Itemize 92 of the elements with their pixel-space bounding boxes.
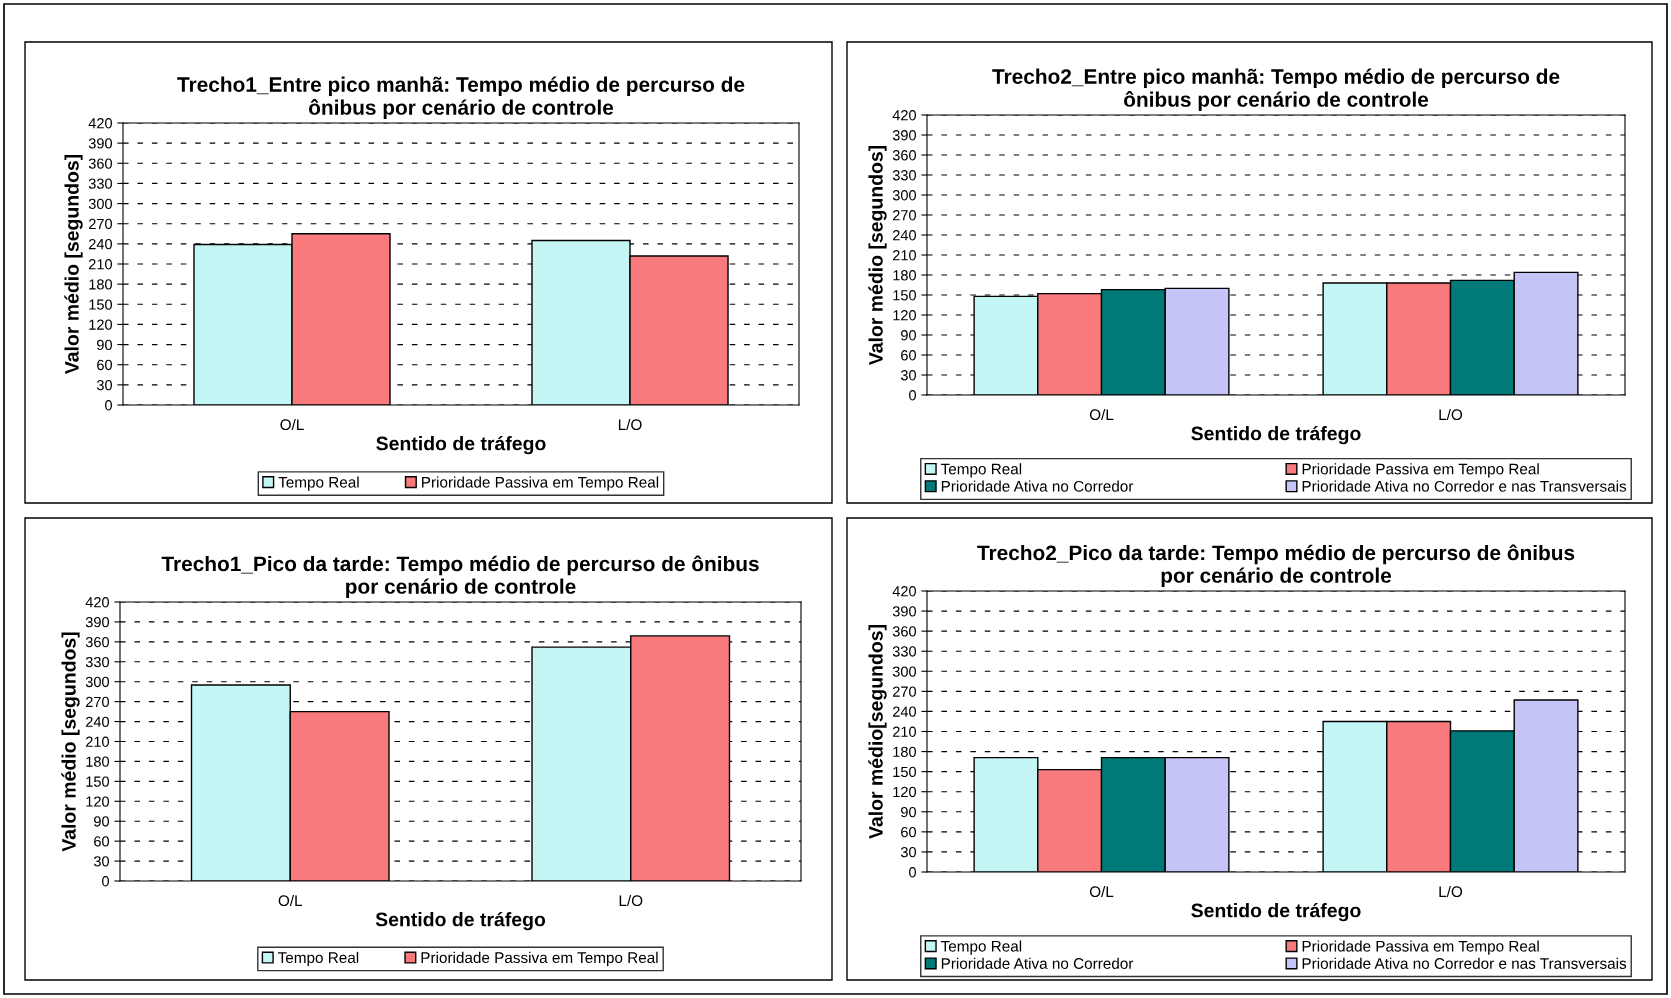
y-tick-label: 420 [88, 118, 113, 129]
x-tick-label: L/O [1439, 408, 1463, 421]
y-tick-label: 120 [89, 319, 113, 330]
x-axis-title: Sentido de tráfego [375, 911, 546, 931]
y-tick-label: 90 [97, 339, 113, 350]
y-tick-label: 360 [85, 636, 110, 648]
y-tick-label: 60 [94, 836, 110, 847]
legend-label: Tempo Real [278, 951, 359, 967]
legend-label: Tempo Real [940, 940, 1022, 955]
y-tick-label: 210 [88, 259, 113, 270]
y-tick-label: 0 [909, 867, 917, 878]
legend-label: Prioridade Passiva em Tempo Real [422, 476, 659, 491]
y-tick-label: 420 [85, 597, 110, 608]
y-tick-label: 90 [901, 330, 917, 341]
legend-label: Prioridade Passiva em Tempo Real [1302, 940, 1539, 955]
y-tick-label: 330 [85, 656, 110, 668]
x-tick-label: O/L [280, 418, 304, 431]
legend-label: Prioridade Passiva em Tempo Real [421, 951, 658, 967]
y-tick-label: 300 [892, 190, 917, 201]
y-tick-label: 360 [892, 150, 917, 161]
y-tick-label: 210 [892, 726, 917, 737]
x-tick-label: O/L [278, 894, 303, 907]
y-tick-label: 300 [88, 198, 113, 209]
legend-label: Prioridade Ativa no Corredor e nas Transversais [1302, 957, 1627, 969]
y-tick-label: 180 [893, 746, 917, 757]
y-tick-label: 0 [105, 400, 113, 411]
y-tick-label: 240 [85, 716, 110, 727]
y-axis-title: Valor médio [segundos] [61, 632, 80, 852]
y-tick-label: 150 [893, 290, 917, 301]
y-axis-title: Valor médio [segundos] [868, 145, 887, 366]
x-tick-label: L/O [619, 894, 643, 907]
y-tick-label: 360 [88, 158, 113, 169]
x-tick-label: L/O [618, 418, 642, 431]
y-tick-label: 150 [893, 766, 917, 778]
y-axis-title: Valor médio[segundos] [868, 625, 887, 839]
y-tick-label: 60 [97, 359, 113, 371]
y-tick-label: 420 [892, 110, 917, 121]
y-tick-label: 300 [85, 676, 110, 688]
legend-label: Prioridade Ativa no Corredor [941, 480, 1134, 492]
y-tick-label: 240 [88, 238, 113, 250]
x-axis-title: Sentido de tráfego [376, 435, 546, 455]
y-tick-label: 180 [893, 270, 917, 281]
legend-label: Prioridade Ativa no Corredor [941, 957, 1134, 969]
y-tick-label: 390 [85, 617, 110, 628]
y-tick-label: 150 [89, 299, 113, 310]
chart-title: Trecho2_Pico da tarde: Tempo médio de percurso de ônibus por cenário de controle [977, 544, 1575, 587]
x-axis-title: Sentido de tráfego [1191, 425, 1361, 445]
y-tick-label: 330 [892, 646, 917, 657]
y-tick-label: 180 [86, 756, 110, 767]
y-tick-label: 210 [892, 250, 917, 261]
y-tick-label: 420 [892, 586, 917, 597]
y-tick-label: 270 [892, 210, 917, 221]
y-tick-label: 30 [96, 379, 113, 391]
y-tick-label: 90 [901, 806, 917, 818]
y-tick-label: 120 [86, 796, 110, 807]
y-tick-label: 60 [901, 826, 917, 838]
chart-title: Trecho1_Entre pico manhã: Tempo médio de percurso de ônibus por cenário de controle [177, 76, 745, 119]
y-tick-label: 0 [909, 390, 917, 401]
x-tick-label: L/O [1439, 885, 1463, 898]
y-tick-label: 150 [86, 776, 110, 787]
y-tick-label: 330 [88, 178, 113, 189]
y-tick-label: 0 [102, 876, 110, 887]
chart-title: Trecho1_Pico da tarde: Tempo médio de percurso de ônibus por cenário de controle [161, 555, 759, 598]
chart-title: Trecho2_Entre pico manhã: Tempo médio de percurso de ônibus por cenário de controle [992, 68, 1560, 111]
y-tick-label: 330 [892, 170, 917, 181]
legend-label: Tempo Real [940, 463, 1022, 478]
y-axis-title: Valor médio [segundos] [64, 154, 83, 375]
y-tick-label: 240 [892, 230, 917, 241]
y-tick-label: 270 [85, 696, 110, 708]
x-axis-title: Sentido de tráfego [1191, 902, 1361, 922]
legend-label: Prioridade Ativa no Corredor e nas Transversais [1302, 480, 1627, 492]
y-tick-label: 180 [89, 279, 113, 290]
y-tick-label: 270 [892, 686, 917, 697]
y-tick-label: 360 [892, 626, 917, 637]
y-tick-label: 90 [94, 816, 110, 827]
y-tick-label: 390 [892, 130, 917, 141]
legend-label: Tempo Real [278, 476, 359, 491]
x-tick-label: O/L [1089, 885, 1114, 898]
y-tick-label: 30 [93, 856, 110, 867]
y-tick-label: 270 [88, 218, 113, 230]
y-tick-label: 120 [893, 310, 917, 321]
y-tick-label: 390 [88, 138, 113, 149]
y-tick-label: 300 [892, 666, 917, 677]
legend-label: Prioridade Passiva em Tempo Real [1302, 463, 1539, 478]
y-tick-label: 240 [892, 706, 917, 717]
y-tick-label: 390 [892, 606, 917, 617]
y-tick-label: 60 [901, 350, 917, 361]
x-tick-label: O/L [1089, 408, 1114, 421]
y-tick-label: 120 [893, 786, 917, 798]
y-tick-label: 30 [900, 370, 917, 381]
y-tick-label: 210 [85, 736, 110, 747]
y-tick-label: 30 [900, 847, 917, 858]
